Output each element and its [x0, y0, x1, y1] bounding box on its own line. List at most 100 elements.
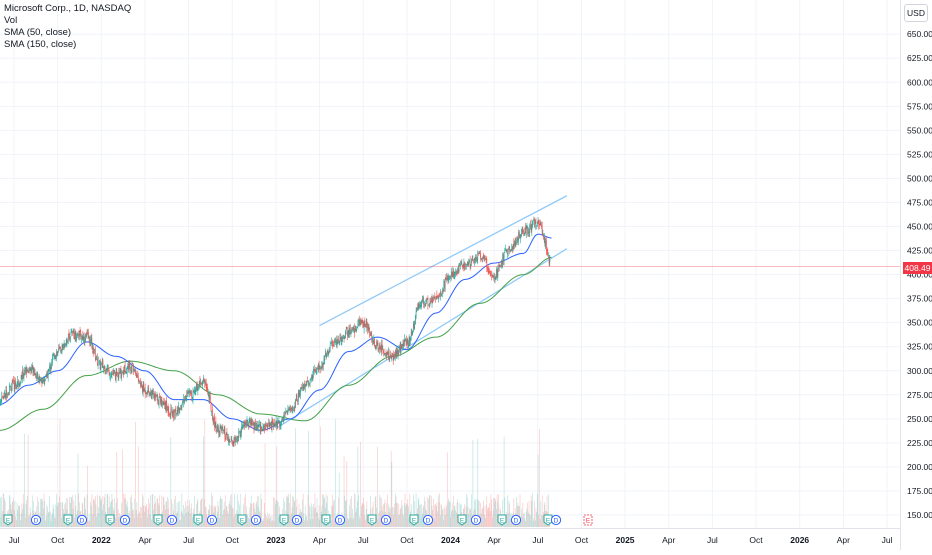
candle-body: [195, 390, 196, 392]
volume-bar: [527, 508, 528, 527]
volume-bar: [26, 500, 27, 527]
candle-body: [234, 441, 235, 446]
candle-body: [487, 267, 488, 271]
candle-body: [263, 427, 264, 431]
candle-body: [353, 330, 354, 331]
candle-body: [394, 356, 395, 357]
legend-sma150[interactable]: SMA (150, close): [4, 39, 131, 51]
candle-body: [443, 290, 444, 291]
candle-body: [0, 401, 1, 404]
candle-body: [109, 370, 110, 375]
candle-body: [331, 341, 332, 344]
candle-body: [495, 278, 496, 279]
volume-bar: [295, 428, 296, 527]
candle-body: [462, 265, 463, 266]
candle-body: [538, 221, 539, 225]
volume-bar: [304, 513, 305, 527]
volume-bar: [510, 513, 511, 527]
candle-body: [448, 276, 449, 281]
volume-bar: [447, 452, 448, 527]
candle-body: [214, 418, 215, 427]
volume-bar: [119, 513, 120, 527]
candle-body: [231, 439, 232, 441]
candle-body: [396, 351, 397, 357]
price-tick-label: 625.00: [907, 53, 932, 63]
legend-symbol-title[interactable]: Microsoft Corp., 1D, NASDAQ: [4, 3, 131, 15]
candle-body: [541, 225, 542, 227]
candle-body: [434, 297, 435, 300]
candle-body: [405, 340, 406, 342]
candle-body: [518, 239, 519, 240]
candle-body: [360, 320, 361, 325]
volume-bar: [292, 507, 293, 527]
candle-body: [352, 329, 353, 330]
volume-bar: [540, 519, 541, 527]
candle-body: [265, 428, 266, 430]
candle-body: [240, 433, 241, 437]
currency-button[interactable]: USD: [904, 4, 928, 22]
volume-bar: [148, 498, 149, 527]
volume-bar: [28, 517, 29, 527]
volume-bar: [132, 503, 133, 527]
candle-body: [529, 232, 530, 233]
legend-volume[interactable]: Vol: [4, 15, 131, 27]
volume-bar: [26, 504, 27, 527]
candle-body: [11, 387, 12, 390]
candle-body: [514, 241, 515, 246]
candle-body: [42, 379, 43, 383]
candle-body: [227, 433, 228, 435]
volume-bar: [405, 494, 406, 527]
legend-sma50[interactable]: SMA (50, close): [4, 27, 131, 39]
candle-body: [339, 342, 340, 343]
volume-bar: [487, 509, 488, 527]
candle-body: [56, 352, 57, 358]
volume-bar: [18, 505, 19, 527]
candle-body: [243, 426, 244, 427]
candle-body: [538, 220, 539, 224]
candle-body: [40, 380, 41, 382]
candle-body: [290, 409, 291, 410]
candle-body: [432, 299, 433, 304]
candle-body: [302, 387, 303, 388]
volume-bar: [265, 443, 266, 527]
candle-body: [470, 260, 471, 267]
candle-body: [452, 270, 453, 278]
candle-body: [528, 231, 529, 234]
price-tick-label: 175.00: [907, 486, 932, 496]
candle-body: [397, 350, 398, 354]
volume-bar: [400, 509, 401, 527]
candle-body: [542, 226, 543, 234]
candle-body: [388, 352, 389, 355]
candle-body: [204, 378, 205, 382]
volume-bar: [320, 427, 321, 527]
candle-body: [196, 383, 197, 390]
candle-body: [213, 418, 214, 421]
volume-bar: [136, 510, 137, 527]
candle-body: [275, 425, 276, 426]
candle-body: [141, 383, 142, 384]
candle-body: [433, 299, 434, 300]
volume-bar: [75, 494, 76, 527]
volume-bar: [532, 501, 533, 527]
candle-body: [466, 264, 467, 265]
candle-body: [430, 301, 431, 304]
volume-bar: [51, 521, 52, 527]
candle-body: [342, 338, 343, 342]
volume-bar: [60, 502, 61, 527]
candle-body: [78, 334, 79, 335]
candle-body: [86, 336, 87, 337]
volume-bar: [29, 515, 30, 527]
volume-bar: [394, 504, 395, 527]
candle-body: [283, 419, 284, 421]
candle-body: [17, 380, 18, 384]
volume-bar: [178, 501, 179, 527]
volume-bar: [276, 500, 277, 527]
volume-bar: [218, 506, 219, 527]
volume-bar: [446, 509, 447, 527]
volume-bar: [312, 506, 313, 527]
candle-body: [428, 305, 429, 306]
candle-body: [529, 225, 530, 233]
candle-body: [201, 382, 202, 384]
